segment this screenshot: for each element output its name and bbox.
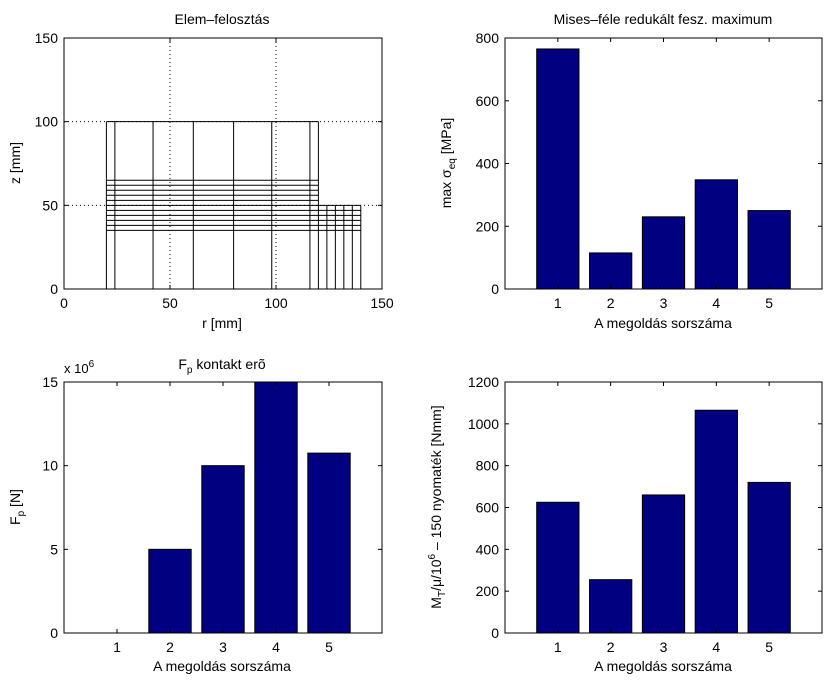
torque-y-tick-label: 400 xyxy=(476,541,500,557)
mesh-y-tick-label: 150 xyxy=(35,30,59,46)
torque-y-tick-label: 1200 xyxy=(468,374,499,390)
mesh-grid xyxy=(64,38,382,289)
mises-y-tick-label: 400 xyxy=(476,156,500,172)
contact-y-tick-label: 5 xyxy=(50,541,58,557)
mises-bar xyxy=(747,210,791,290)
mises-y-tick-label: 200 xyxy=(476,218,500,234)
torque-bar xyxy=(589,579,633,634)
contact-x-tick-label: 4 xyxy=(272,639,280,655)
mesh-y-ticks: 0 50 100 150 xyxy=(35,30,382,297)
contact-bars xyxy=(148,381,351,634)
mises-bars xyxy=(536,48,791,290)
contact-y-tick-label: 10 xyxy=(42,458,58,474)
mesh-elements xyxy=(105,121,362,290)
mises-bar xyxy=(694,179,738,290)
contact-panel: Fp kontakt erõ x 106 1 2 3 4 5 0 5 10 15 A mego… xyxy=(7,356,383,674)
contact-x-label: A megoldás sorszáma xyxy=(153,658,291,674)
mises-bar xyxy=(536,48,580,290)
torque-x-tick-label: 5 xyxy=(765,639,773,655)
contact-y-tick-label: 0 xyxy=(50,625,58,641)
contact-y-tick-label: 15 xyxy=(42,374,58,390)
mises-x-tick-label: 2 xyxy=(607,295,615,311)
mises-y-ticks: 0 200 400 600 800 xyxy=(476,30,822,297)
mises-x-tick-label: 4 xyxy=(712,295,720,311)
contact-title: Fp kontakt erõ xyxy=(178,356,265,376)
mises-y-tick-label: 800 xyxy=(476,30,500,46)
torque-bar xyxy=(694,409,738,634)
mesh-y-tick-label: 100 xyxy=(35,114,59,130)
torque-panel: 1 2 3 4 5 0 200 400 600 800 1000 1200 A megoldás s… xyxy=(427,374,823,674)
contact-x-tick-label: 1 xyxy=(113,639,121,655)
mesh-axes-box xyxy=(63,37,383,290)
torque-x-label: A megoldás sorszáma xyxy=(594,658,732,674)
mesh-y-tick-label: 0 xyxy=(50,281,58,297)
contact-x-tick-label: 3 xyxy=(219,639,227,655)
mesh-y-label: z [mm] xyxy=(7,142,23,184)
mesh-x-tick-label: 0 xyxy=(60,295,68,311)
torque-bar xyxy=(747,481,791,634)
contact-bar xyxy=(307,452,351,634)
torque-y-label: MT/μ/106 – 150 nyomaték [Nmm] xyxy=(427,405,448,608)
mises-bar xyxy=(641,216,686,290)
mises-bar xyxy=(589,252,633,290)
torque-x-tick-label: 3 xyxy=(660,639,668,655)
mises-x-tick-label: 1 xyxy=(554,295,562,311)
torque-x-tick-label: 2 xyxy=(607,639,615,655)
torque-bar xyxy=(536,501,580,634)
mesh-x-tick-label: 150 xyxy=(370,295,394,311)
torque-y-tick-label: 800 xyxy=(476,458,500,474)
contact-bar xyxy=(148,548,192,634)
contact-x-ticks: 1 2 3 4 5 xyxy=(113,382,333,655)
torque-bars xyxy=(536,409,791,634)
mesh-y-tick-label: 50 xyxy=(42,197,58,213)
mesh-x-tick-label: 50 xyxy=(162,295,178,311)
contact-x-tick-label: 5 xyxy=(325,639,333,655)
torque-x-tick-label: 1 xyxy=(554,639,562,655)
contact-y-label: Fp [N] xyxy=(7,489,27,525)
torque-y-tick-label: 1000 xyxy=(468,416,499,432)
contact-multiplier: x 106 xyxy=(64,359,95,376)
mises-y-tick-label: 600 xyxy=(476,93,500,109)
mesh-x-label: r [mm] xyxy=(202,315,242,331)
mises-x-label: A megoldás sorszáma xyxy=(594,315,732,331)
torque-y-tick-label: 200 xyxy=(476,583,500,599)
mesh-x-tick-label: 100 xyxy=(264,295,288,311)
torque-y-tick-label: 600 xyxy=(476,500,500,516)
contact-y-ticks: 0 5 10 15 xyxy=(42,374,382,641)
torque-bar xyxy=(641,494,686,634)
torque-y-ticks: 0 200 400 600 800 1000 1200 xyxy=(468,374,822,641)
mises-y-tick-label: 0 xyxy=(491,281,499,297)
mises-y-label: max σeq [MPa] xyxy=(438,118,458,209)
torque-x-ticks: 1 2 3 4 5 xyxy=(554,382,773,655)
mises-title: Mises–féle redukált fesz. maximum xyxy=(554,11,773,27)
mesh-title: Elem–felosztás xyxy=(175,11,270,27)
mises-x-tick-label: 5 xyxy=(765,295,773,311)
mesh-panel: Elem–felosztás 0 50 100 150 0 50 100 150 r [mm… xyxy=(7,11,394,331)
mises-x-tick-label: 3 xyxy=(660,295,668,311)
mises-x-ticks: 1 2 3 4 5 xyxy=(554,38,773,311)
torque-y-tick-label: 0 xyxy=(491,625,499,641)
contact-bar xyxy=(201,465,245,634)
mesh-x-ticks: 0 50 100 150 xyxy=(60,38,394,311)
contact-bar xyxy=(254,381,298,634)
torque-x-tick-label: 4 xyxy=(712,639,720,655)
contact-x-tick-label: 2 xyxy=(166,639,174,655)
